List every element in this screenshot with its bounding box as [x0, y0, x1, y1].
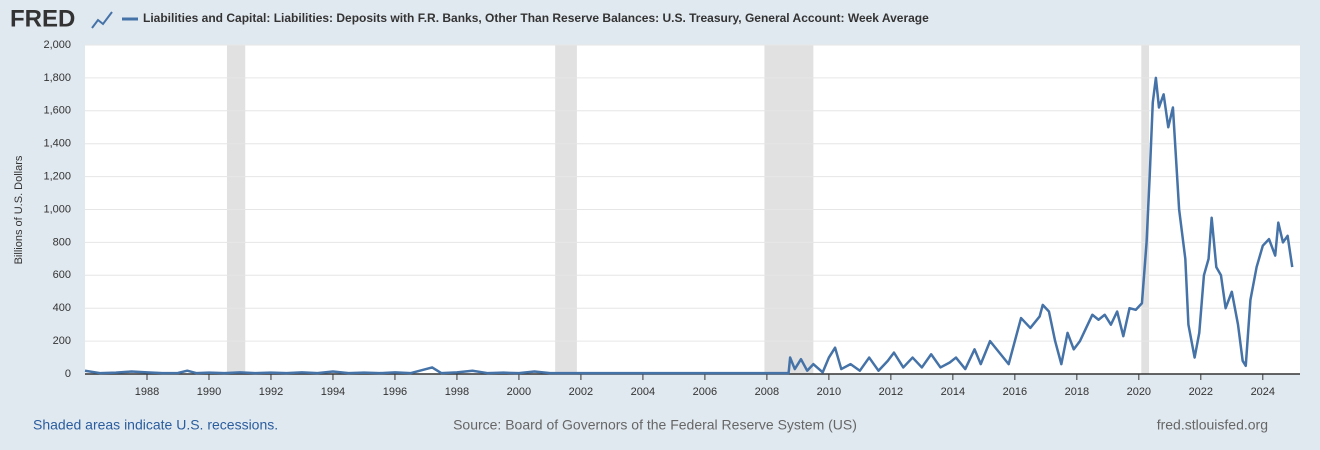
x-tick-label: 2000: [507, 386, 531, 398]
x-tick-label: 2004: [631, 386, 655, 398]
x-tick-label: 2020: [1127, 386, 1151, 398]
x-tick-label: 1990: [197, 386, 221, 398]
y-tick-label: 1,200: [43, 171, 71, 183]
y-tick-label: 2,000: [43, 39, 71, 51]
x-tick-label: 2018: [1065, 386, 1089, 398]
x-tick-label: 2024: [1251, 386, 1275, 398]
x-tick-label: 1994: [321, 386, 345, 398]
x-tick-label: 2012: [879, 386, 903, 398]
y-tick-label: 1,600: [43, 105, 71, 117]
footer-note[interactable]: Shaded areas indicate U.S. recessions.: [33, 417, 278, 433]
footer-source: Source: Board of Governors of the Federa…: [453, 417, 857, 433]
y-tick-label: 400: [53, 302, 71, 314]
x-tick-label: 2002: [569, 386, 593, 398]
x-tick-label: 1998: [445, 386, 469, 398]
y-tick-label: 1,000: [43, 203, 71, 215]
x-tick-label: 2006: [693, 386, 717, 398]
footer-url: fred.stlouisfed.org: [1157, 417, 1268, 433]
y-tick-label: 200: [53, 335, 71, 347]
data-line: [84, 76, 1294, 375]
y-tick-label: 600: [53, 269, 71, 281]
x-tick-label: 2016: [1003, 386, 1027, 398]
x-tick-label: 1988: [135, 386, 159, 398]
y-tick-label: 1,400: [43, 138, 71, 150]
y-axis-label: Billions of U.S. Dollars: [13, 155, 25, 264]
x-tick-label: 2014: [941, 386, 965, 398]
y-tick-label: 1,800: [43, 72, 71, 84]
x-tick-label: 1996: [383, 386, 407, 398]
logo-icon: [91, 11, 113, 29]
x-tick-label: 1992: [259, 386, 283, 398]
x-tick-label: 2008: [755, 386, 779, 398]
y-tick-label: 0: [65, 368, 71, 380]
x-tick-label: 2010: [817, 386, 841, 398]
logo[interactable]: FRED: [10, 5, 75, 32]
legend-entry: Liabilities and Capital: Liabilities: De…: [143, 11, 929, 25]
x-tick-label: 2022: [1189, 386, 1213, 398]
y-tick-label: 800: [53, 236, 71, 248]
